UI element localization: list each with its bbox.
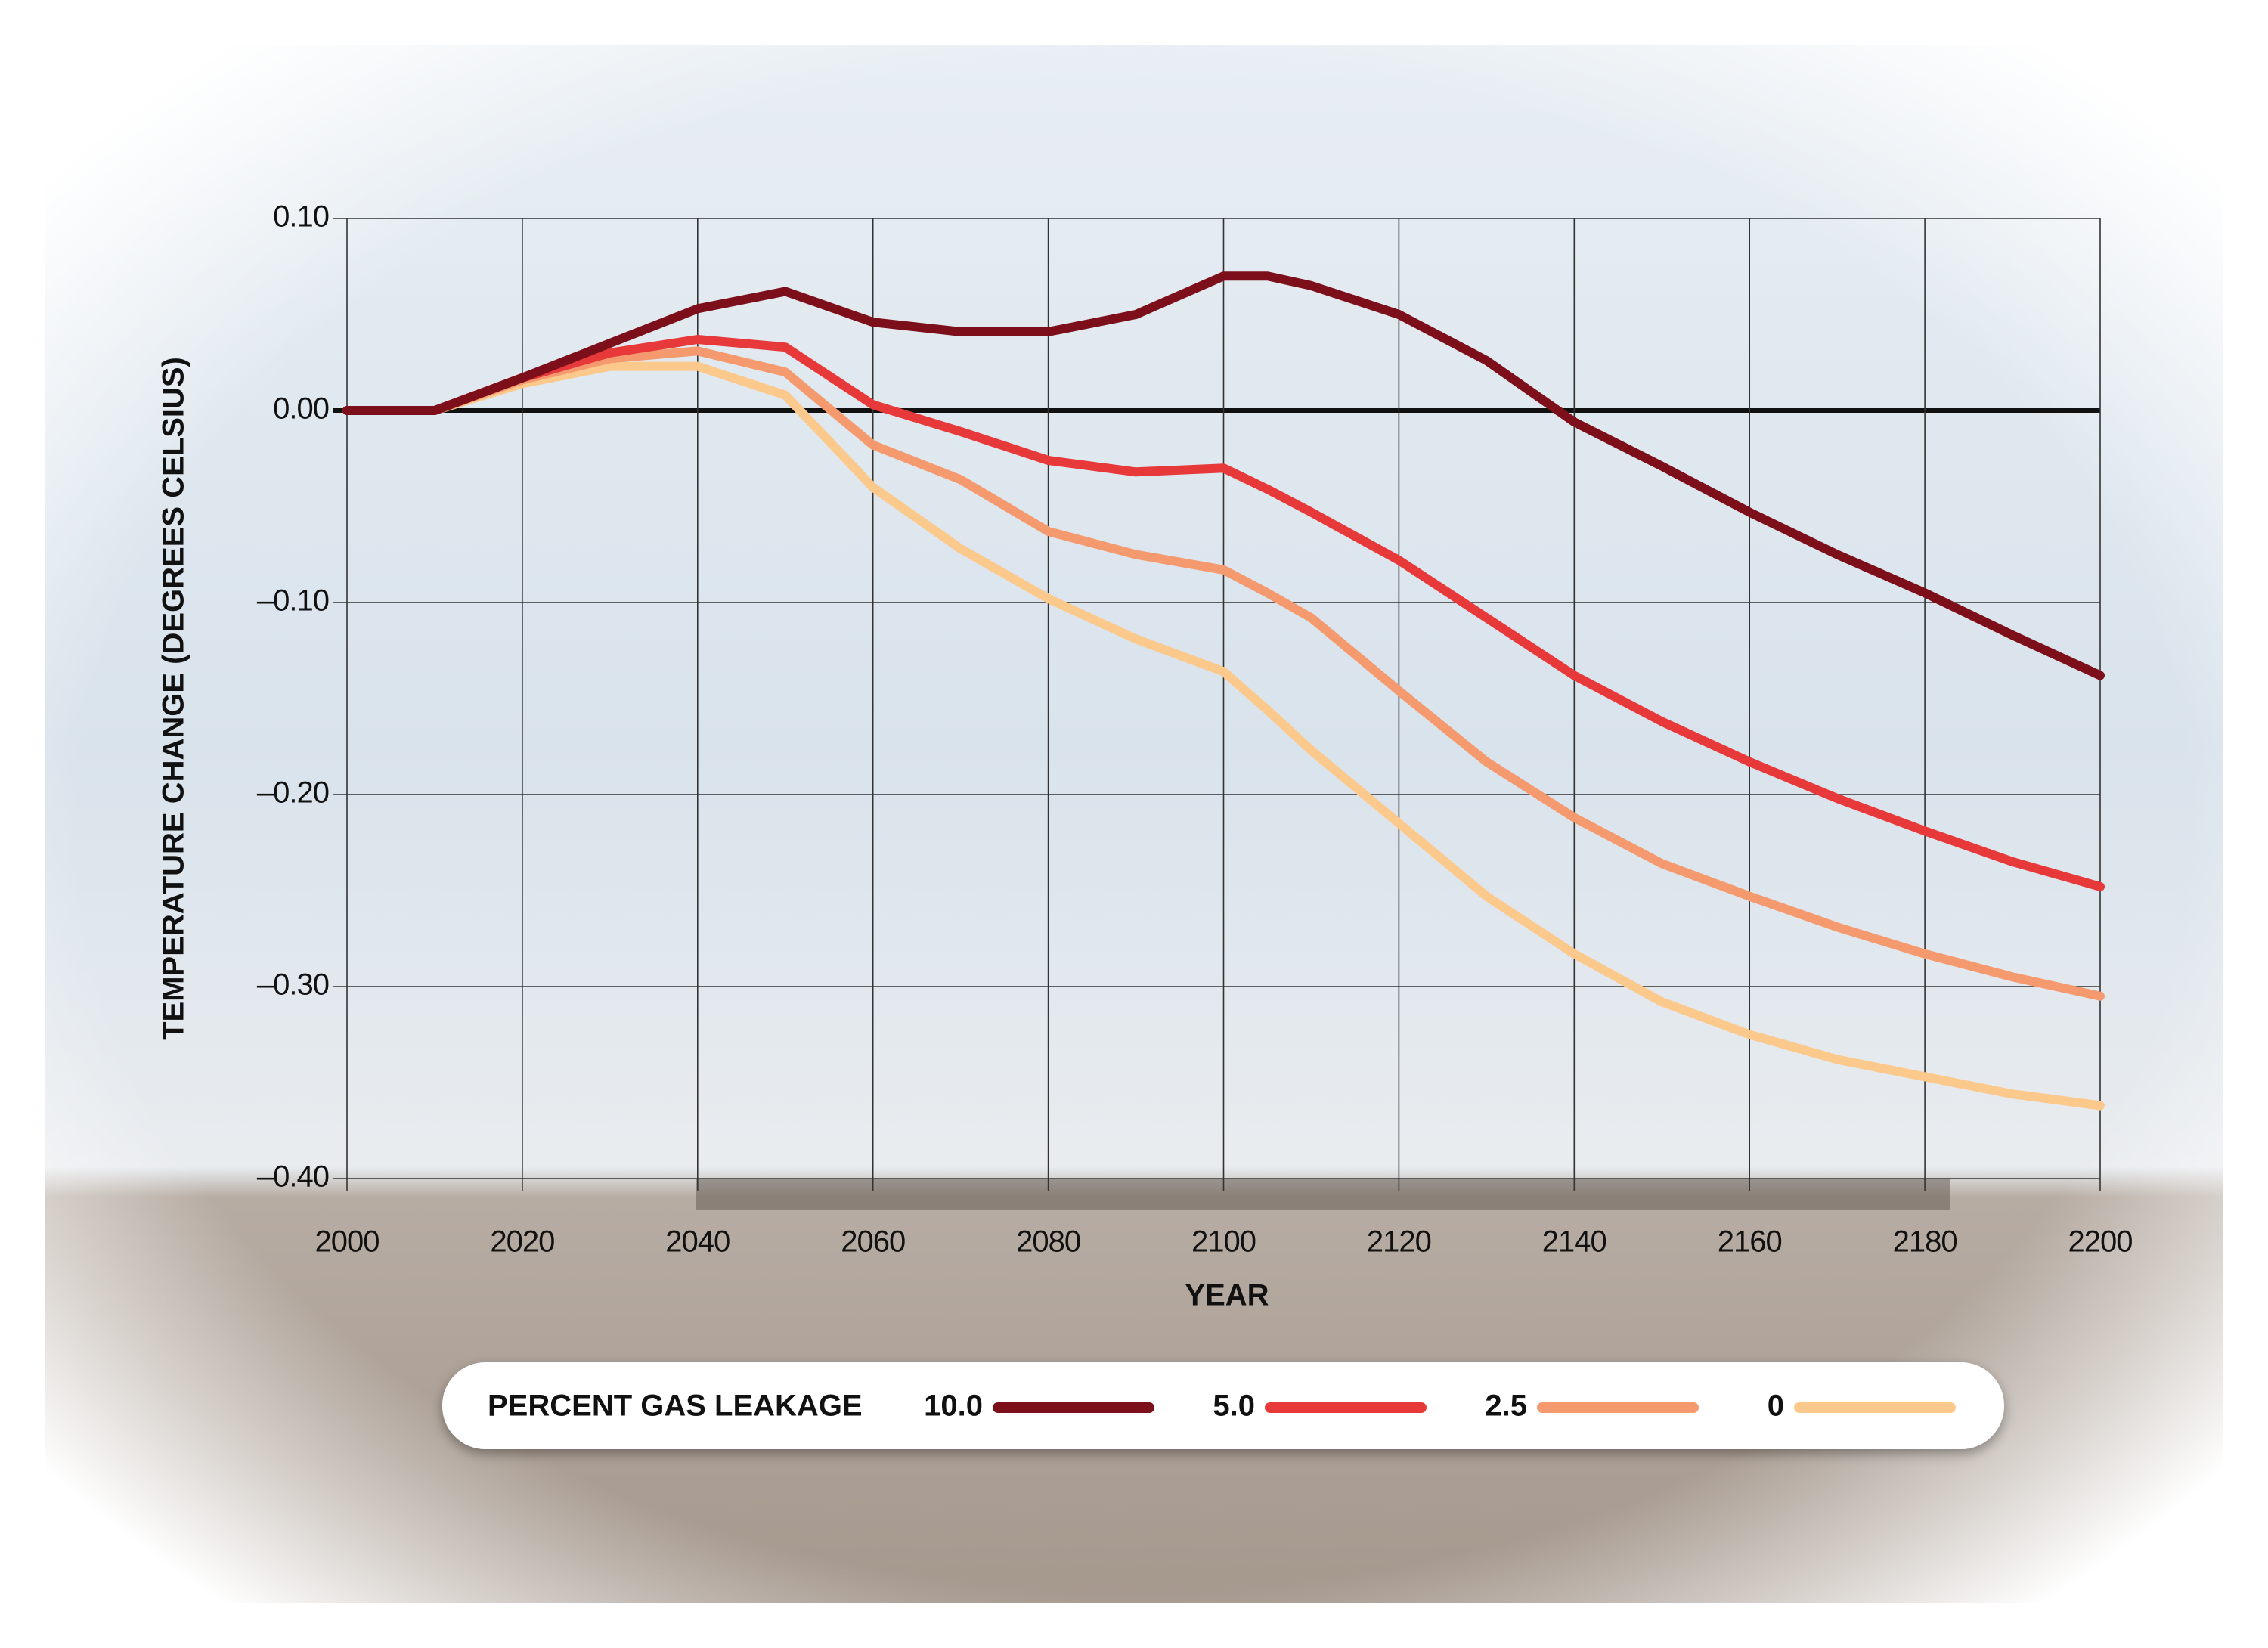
- series-line: [342, 335, 2105, 891]
- series-line: [342, 271, 2105, 680]
- legend-box: [442, 1362, 2004, 1449]
- x-tick-label: 2020: [490, 1225, 554, 1259]
- x-tick-label: 2180: [1893, 1225, 1957, 1259]
- legend: 10.0 5.0 2.5 0: [924, 1389, 1956, 1423]
- legend-title: PERCENT GAS LEAKAGE: [488, 1389, 863, 1423]
- legend-label: 5.0: [1213, 1389, 1255, 1423]
- y-tick-label: –0.10: [257, 584, 329, 618]
- y-axis-label: TEMPERATURE CHANGE (DEGREES CELSIUS): [157, 357, 191, 1040]
- x-tick-label: 2080: [1016, 1225, 1080, 1259]
- y-tick-label: –0.20: [257, 776, 329, 810]
- x-tick-label: 2160: [1718, 1225, 1782, 1259]
- series-line: [342, 361, 2105, 1111]
- y-tick-label: –0.40: [257, 1160, 329, 1194]
- x-tick-label: 2060: [841, 1225, 905, 1259]
- legend-label: 10.0: [924, 1389, 983, 1423]
- y-tick-label: –0.30: [257, 968, 329, 1002]
- x-tick-label: 2120: [1367, 1225, 1431, 1259]
- x-tick-label: 2000: [315, 1225, 380, 1259]
- x-axis-label: YEAR: [1185, 1279, 1269, 1312]
- x-tick-label: 2140: [1542, 1225, 1606, 1259]
- series-line: [342, 346, 2105, 1001]
- x-tick-label: 2200: [2068, 1225, 2133, 1259]
- plot-area: 0.10 0.00 –0.10 –0.20 –0.30 –0.40 2000 2020 2040…: [257, 200, 2133, 1259]
- y-tick-label: 0.00: [273, 392, 329, 426]
- y-tick-label: 0.10: [273, 200, 329, 234]
- legend-label: 2.5: [1485, 1389, 1527, 1423]
- x-tick-label: 2040: [665, 1225, 730, 1259]
- x-tick-label: 2100: [1191, 1225, 1256, 1259]
- legend-label: 0: [1768, 1389, 1784, 1423]
